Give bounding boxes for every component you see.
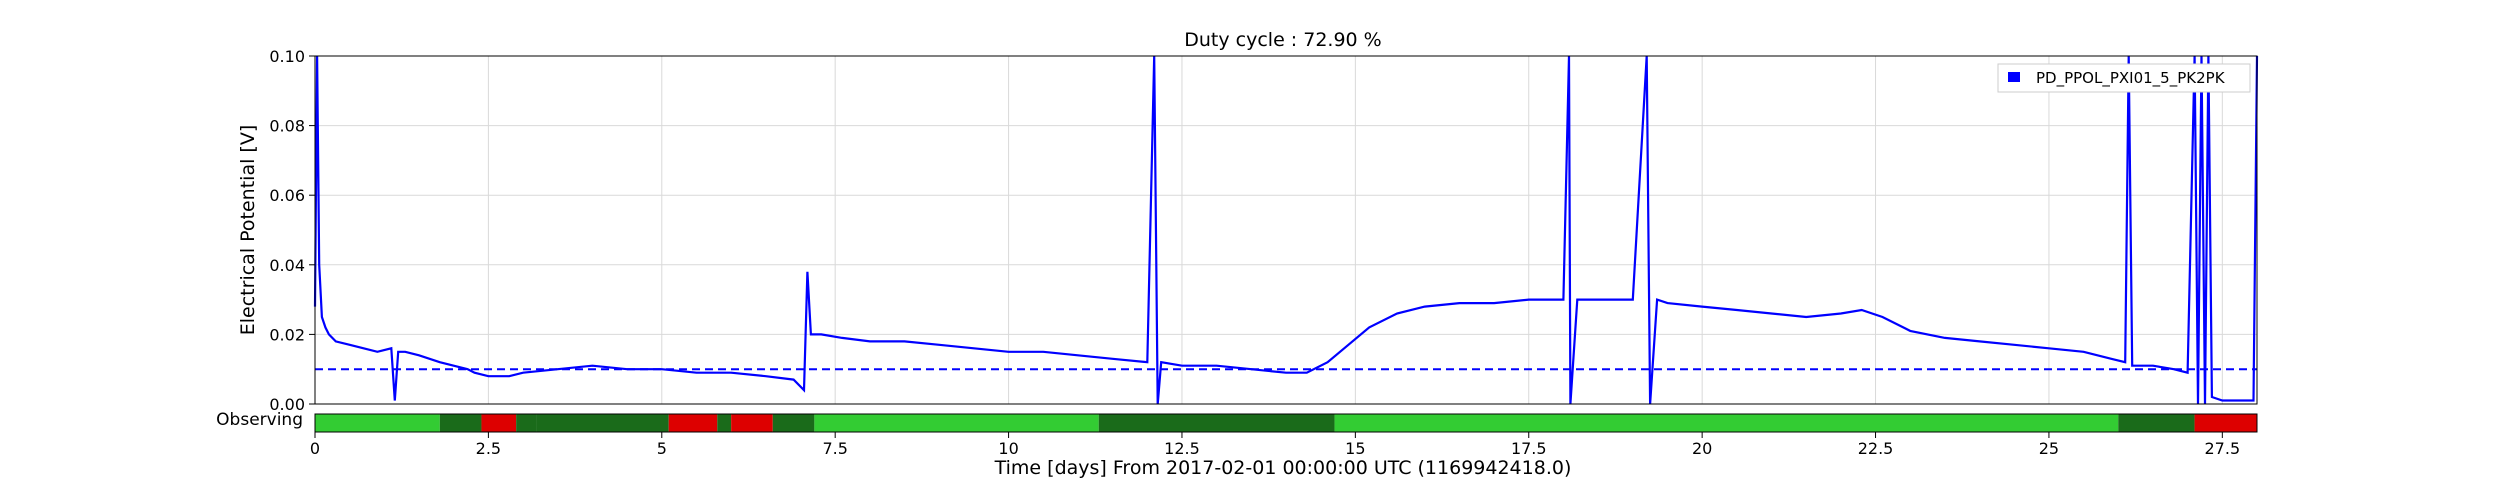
x-tick-label: 22.5 <box>1858 439 1894 458</box>
observing-segment-dense <box>2118 414 2195 432</box>
observing-segment-dense <box>536 414 669 432</box>
series-line-0 <box>313 55 2259 405</box>
observing-segment-dense <box>772 414 815 432</box>
y-tick-label: 0.00 <box>269 395 305 414</box>
x-tick-label: 2.5 <box>476 439 501 458</box>
observing-segment-observing <box>814 414 1099 432</box>
x-axis: 0 2.5 5 7.5 10 12.5 15 17.5 20 22.5 25 27.5 <box>310 432 2240 458</box>
y-tick-label: 0.10 <box>269 47 305 66</box>
plot-series <box>313 55 2259 405</box>
legend-box <box>1997 63 2251 93</box>
observing-bar-frame <box>314 413 2258 433</box>
observing-segment-not_observing <box>668 414 718 432</box>
y-tick-label: 0.08 <box>269 117 305 136</box>
y-axis-label: Electrical Potential [V] <box>237 125 259 335</box>
x-tick-label: 0 <box>310 439 320 458</box>
x-tick-label: 7.5 <box>822 439 847 458</box>
grid-lines <box>314 55 2257 405</box>
observing-segment-dense <box>1098 414 1335 432</box>
y-axis: 0.00 0.02 0.04 0.06 0.08 0.10 <box>269 47 315 414</box>
x-tick-label: 27.5 <box>2205 439 2241 458</box>
observing-segment-observing <box>1334 414 2119 432</box>
x-tick-label: 12.5 <box>1164 439 1200 458</box>
y-tick-label: 0.06 <box>269 186 305 205</box>
y-tick-label: 0.02 <box>269 325 305 344</box>
observing-segment-observing <box>315 414 440 432</box>
observing-segment-dense <box>439 414 482 432</box>
legend: PD_PPOL_PXI01_5_PK2PK <box>1997 63 2251 93</box>
x-tick-label: 25 <box>2039 439 2059 458</box>
observing-segment-bar <box>314 413 2258 433</box>
x-tick-label: 20 <box>1692 439 1712 458</box>
legend-entry-label: PD_PPOL_PXI01_5_PK2PK <box>2036 69 2226 88</box>
observing-segment-not_observing <box>731 414 773 432</box>
observing-segment-not_observing <box>2194 414 2257 432</box>
plot-frame <box>314 55 2258 405</box>
legend-swatch <box>2008 72 2020 82</box>
x-axis-label: Time [days] From 2017-02-01 00:00:00 UTC… <box>994 457 1572 479</box>
y-tick-label: 0.04 <box>269 256 305 275</box>
observing-bar-label: Observing <box>216 410 303 430</box>
x-tick-label: 5 <box>657 439 667 458</box>
x-tick-label: 10 <box>998 439 1018 458</box>
x-tick-label: 15 <box>1345 439 1365 458</box>
x-tick-label: 17.5 <box>1511 439 1547 458</box>
chart-title: Duty cycle : 72.90 % <box>1184 29 1381 51</box>
observing-segment-dense <box>717 414 732 432</box>
observing-segment-dense <box>516 414 537 432</box>
observing-segment-not_observing <box>481 414 517 432</box>
